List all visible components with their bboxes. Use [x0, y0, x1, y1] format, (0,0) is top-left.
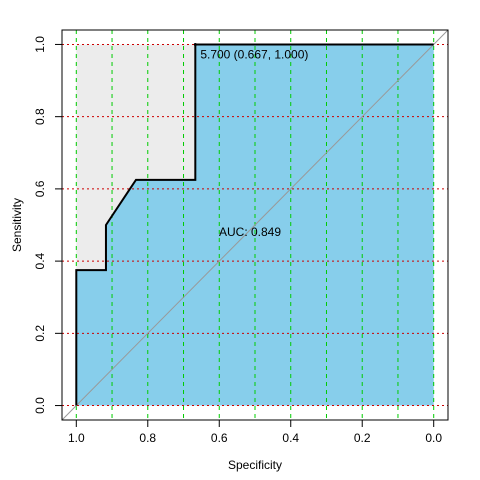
- plot-frame: [61, 29, 449, 421]
- y-tick-label: 0.8: [33, 108, 47, 125]
- reference-line: [61, 29, 449, 421]
- x-tick-label: 0.0: [425, 431, 442, 445]
- auc-label: AUC: 0.849: [219, 225, 281, 239]
- outside-area: [76, 44, 434, 406]
- y-tick-label: 0.2: [33, 325, 47, 342]
- x-tick-label: 0.4: [282, 431, 299, 445]
- y-tick-label: 0.0: [33, 397, 47, 414]
- threshold-label: 5.700 (0.667, 1.000): [200, 47, 308, 61]
- roc-curve: [75, 43, 434, 406]
- x-tick-label: 1.0: [68, 431, 85, 445]
- x-tick-label: 0.2: [354, 431, 371, 445]
- y-tick-label: 0.6: [33, 180, 47, 197]
- y-tick-label: 0.4: [33, 252, 47, 269]
- threshold-point: [193, 42, 197, 46]
- x-axis-title: Specificity: [228, 458, 282, 472]
- y-tick-label: 1.0: [33, 36, 47, 53]
- y-axis-title: Sensitivity: [10, 198, 24, 252]
- x-tick-label: 0.8: [139, 431, 156, 445]
- x-tick-label: 0.6: [211, 431, 228, 445]
